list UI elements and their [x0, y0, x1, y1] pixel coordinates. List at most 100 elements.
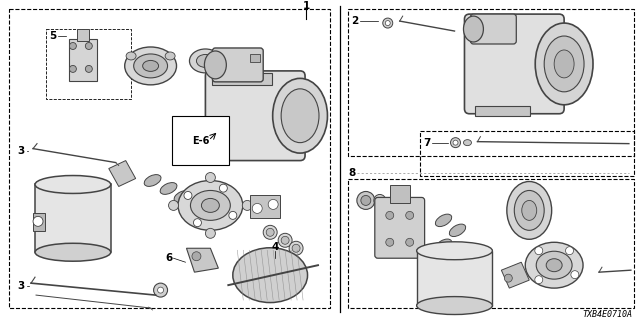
Text: 8: 8 [348, 168, 355, 178]
Ellipse shape [125, 47, 177, 85]
Ellipse shape [546, 259, 562, 272]
Polygon shape [186, 248, 218, 272]
Ellipse shape [536, 251, 572, 279]
Bar [33, 213, 45, 231]
Bar [390, 186, 410, 204]
Circle shape [383, 18, 393, 28]
Polygon shape [501, 262, 529, 288]
Circle shape [85, 65, 92, 72]
Circle shape [535, 247, 543, 255]
Circle shape [157, 287, 164, 293]
Circle shape [374, 195, 386, 206]
Ellipse shape [174, 190, 191, 202]
Circle shape [252, 204, 262, 213]
Circle shape [504, 274, 512, 282]
Circle shape [69, 65, 76, 72]
Circle shape [205, 172, 216, 182]
Circle shape [168, 200, 179, 210]
Bar [417, 251, 492, 306]
Circle shape [266, 228, 274, 236]
FancyBboxPatch shape [470, 14, 516, 44]
Ellipse shape [417, 297, 492, 315]
Ellipse shape [165, 52, 175, 60]
Bar [212, 73, 272, 85]
Ellipse shape [417, 242, 492, 260]
Text: 5: 5 [49, 31, 56, 41]
Text: 7: 7 [423, 138, 430, 148]
Ellipse shape [143, 60, 159, 71]
Ellipse shape [178, 180, 243, 230]
Circle shape [193, 219, 202, 227]
Circle shape [386, 212, 394, 220]
Circle shape [385, 20, 390, 26]
Circle shape [184, 191, 192, 199]
Circle shape [566, 247, 573, 255]
Ellipse shape [189, 49, 221, 73]
Bar [250, 54, 260, 62]
Text: 2: 2 [351, 16, 358, 26]
Circle shape [192, 252, 201, 261]
Ellipse shape [228, 56, 246, 69]
Ellipse shape [134, 54, 168, 78]
Ellipse shape [232, 60, 243, 67]
Bar [476, 106, 531, 116]
Circle shape [268, 199, 278, 209]
Circle shape [33, 216, 43, 226]
Text: 1: 1 [303, 1, 310, 11]
Circle shape [289, 241, 303, 255]
Ellipse shape [435, 214, 452, 227]
Ellipse shape [535, 23, 593, 105]
Circle shape [85, 43, 92, 50]
Polygon shape [250, 196, 280, 218]
Text: 4: 4 [271, 242, 279, 252]
FancyBboxPatch shape [205, 71, 305, 161]
FancyBboxPatch shape [375, 197, 424, 258]
Bar [35, 185, 111, 252]
Ellipse shape [160, 183, 177, 194]
Bar [77, 29, 89, 41]
Ellipse shape [126, 52, 136, 60]
Circle shape [292, 244, 300, 252]
Ellipse shape [273, 78, 328, 153]
Text: E-6: E-6 [192, 136, 209, 146]
Ellipse shape [144, 175, 161, 186]
Ellipse shape [544, 36, 584, 92]
Circle shape [229, 212, 237, 220]
Circle shape [406, 212, 413, 220]
Ellipse shape [463, 16, 483, 42]
Circle shape [361, 196, 371, 205]
Ellipse shape [281, 89, 319, 143]
Ellipse shape [35, 243, 111, 261]
Bar [69, 39, 97, 81]
Circle shape [243, 200, 252, 210]
Ellipse shape [202, 198, 220, 212]
Ellipse shape [35, 176, 111, 194]
FancyBboxPatch shape [465, 14, 564, 114]
Ellipse shape [196, 54, 214, 68]
Circle shape [154, 283, 168, 297]
Ellipse shape [522, 200, 537, 220]
Ellipse shape [463, 140, 472, 146]
Ellipse shape [554, 50, 574, 78]
Text: 3: 3 [17, 281, 25, 291]
Ellipse shape [191, 190, 230, 220]
Bar [46, 29, 131, 99]
Circle shape [281, 236, 289, 244]
Circle shape [357, 191, 375, 209]
Circle shape [69, 43, 76, 50]
Ellipse shape [507, 181, 552, 239]
Ellipse shape [515, 190, 544, 230]
Circle shape [377, 197, 383, 204]
Ellipse shape [233, 248, 308, 303]
Ellipse shape [525, 242, 583, 288]
Circle shape [535, 276, 543, 284]
Ellipse shape [204, 51, 227, 79]
Circle shape [386, 238, 394, 246]
Ellipse shape [435, 239, 452, 252]
Circle shape [205, 228, 216, 238]
Circle shape [571, 271, 579, 279]
Circle shape [278, 233, 292, 247]
Text: 6: 6 [165, 253, 172, 263]
FancyBboxPatch shape [212, 48, 263, 82]
Text: 3: 3 [17, 146, 25, 156]
